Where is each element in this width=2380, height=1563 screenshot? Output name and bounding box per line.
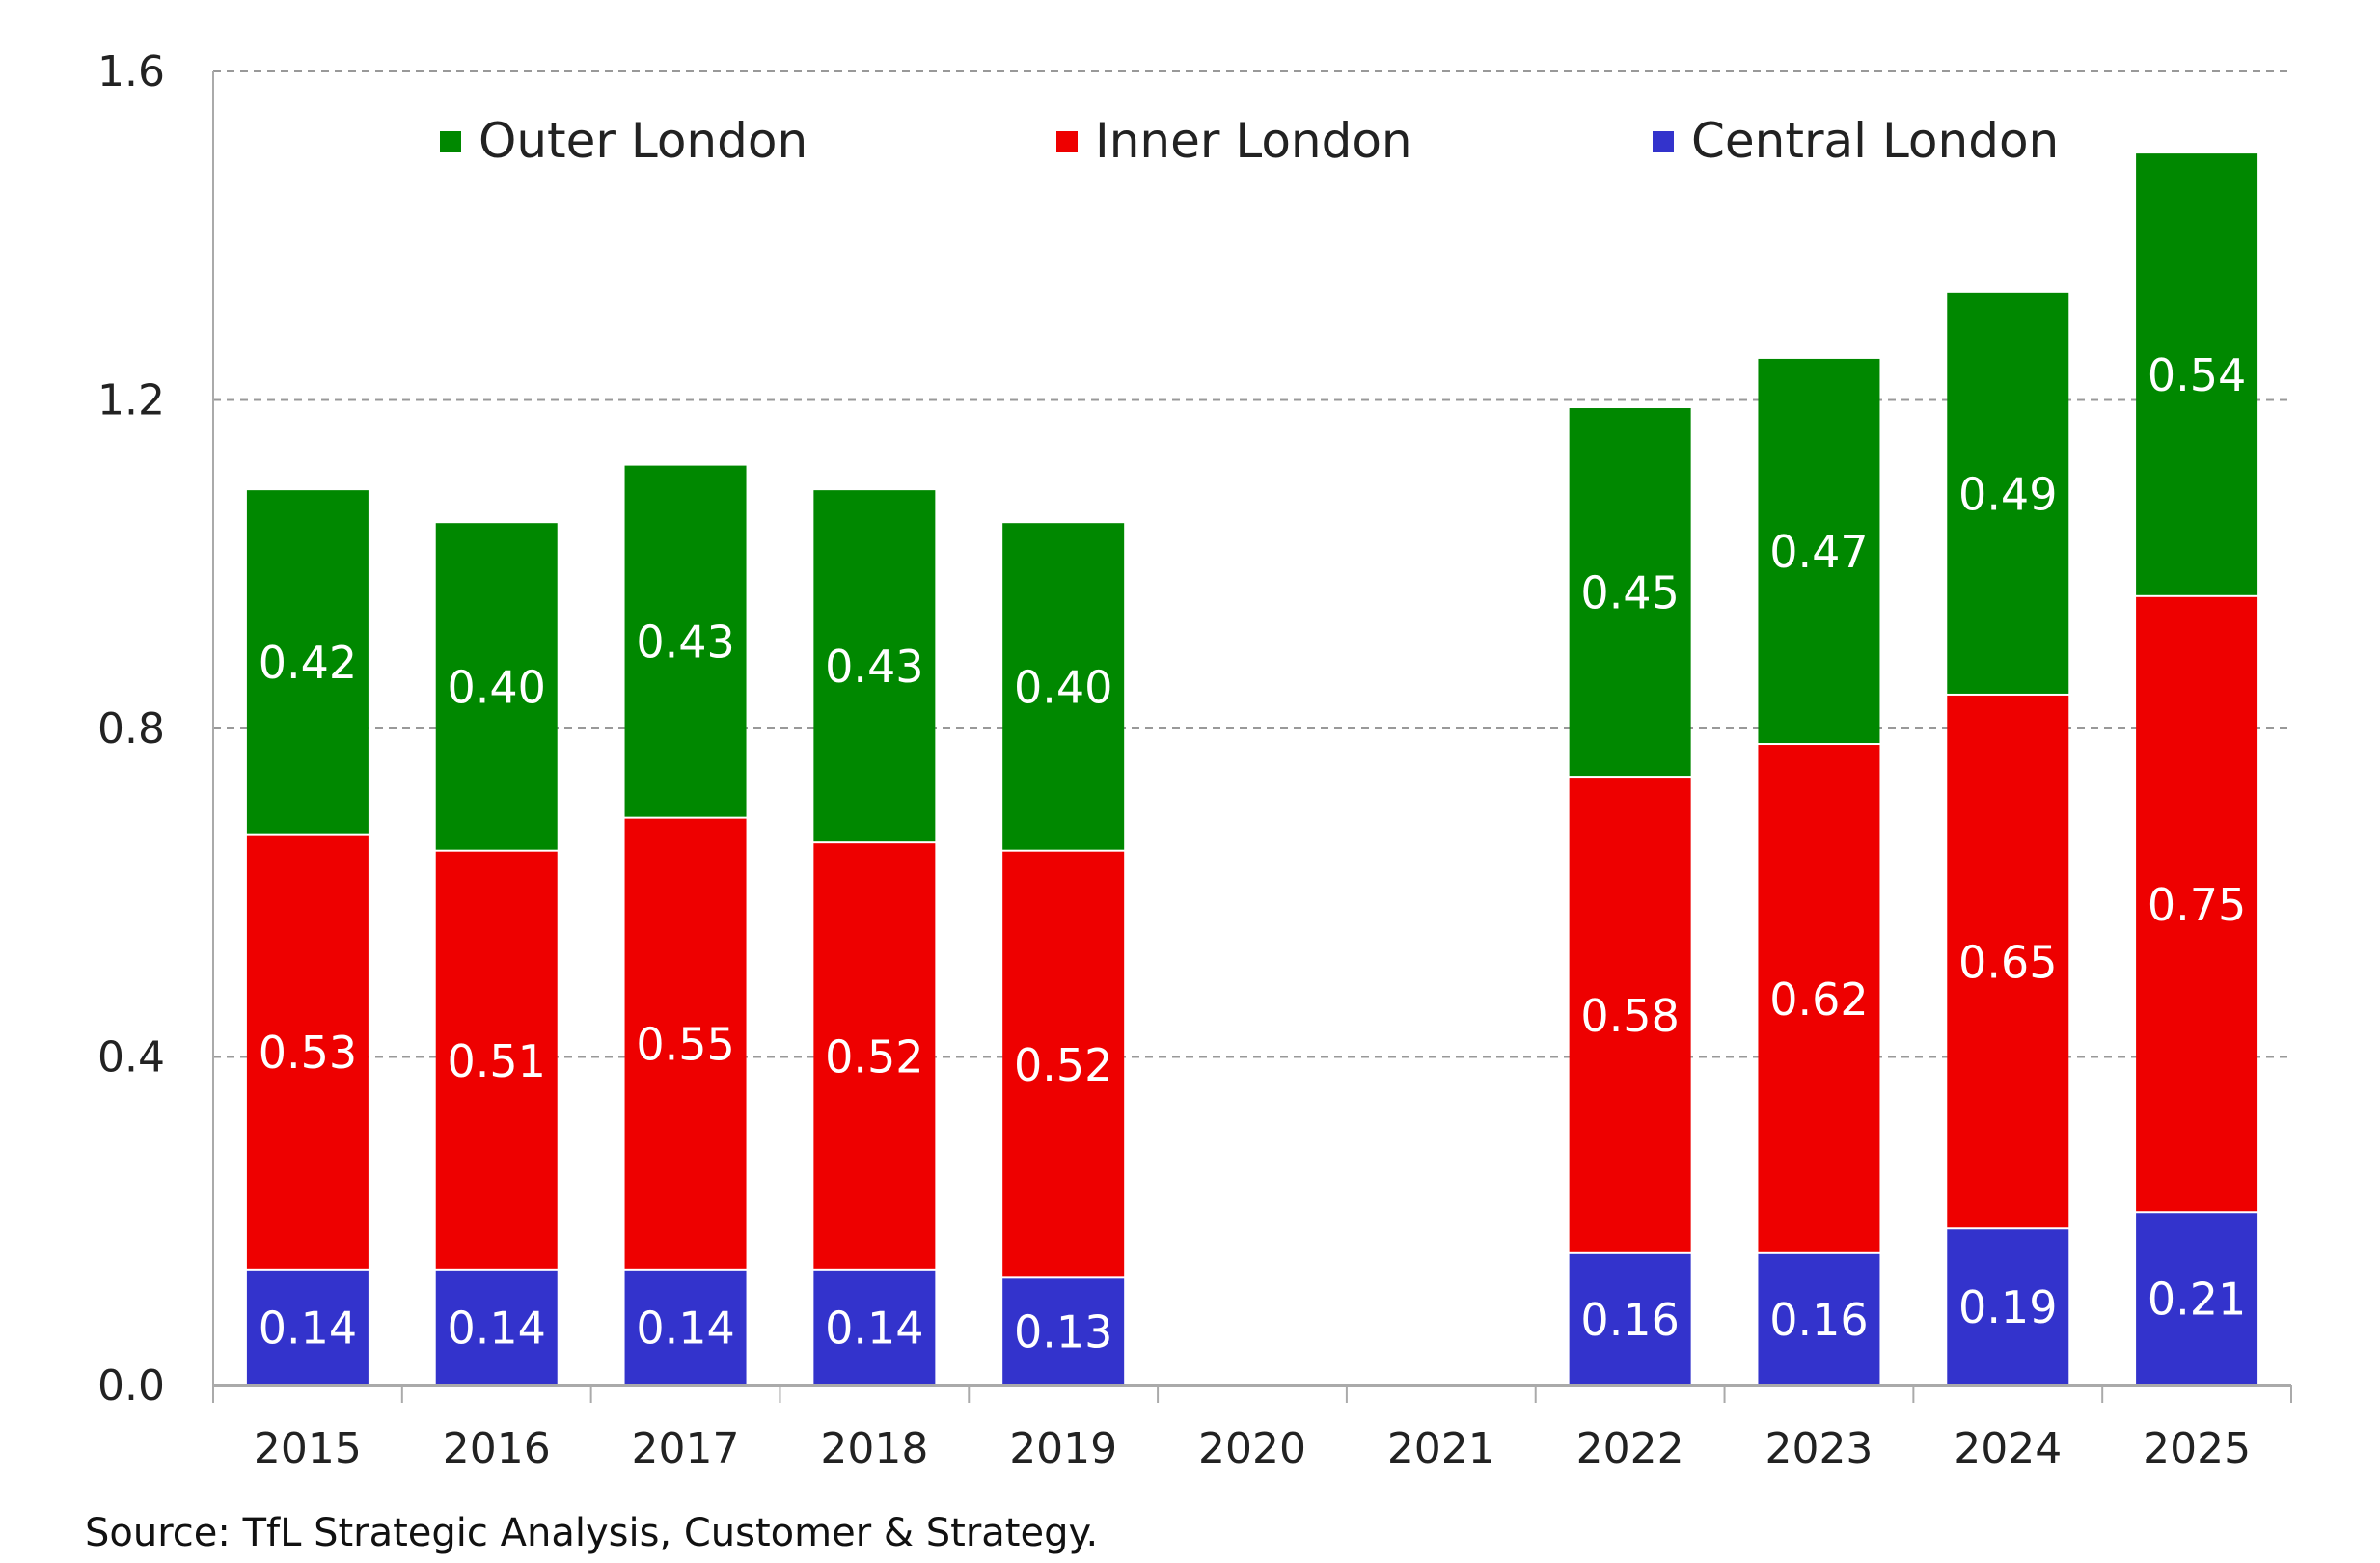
- bar-segment-central-london: [813, 1270, 936, 1384]
- data-label: 0.16: [1769, 1294, 1868, 1346]
- legend-entry: Outer London: [479, 113, 807, 169]
- bar-segment-central-london: [435, 1270, 558, 1384]
- bar-segment-outer-london: [1758, 358, 1880, 744]
- bar-segment-central-london: [1947, 1229, 2069, 1384]
- data-label: 0.14: [448, 1302, 546, 1354]
- bar-segment-outer-london: [435, 523, 558, 850]
- data-label: 0.21: [2147, 1274, 2246, 1326]
- bar-segment-inner-london: [1947, 695, 2069, 1228]
- bar-segment-inner-london: [435, 851, 558, 1269]
- legend-swatch: [1653, 131, 1674, 152]
- y-tick-label: 0.8: [97, 704, 165, 754]
- data-label: 0.16: [1580, 1294, 1679, 1346]
- x-tick-label: 2022: [1576, 1424, 1684, 1473]
- bar-segment-outer-london: [813, 490, 936, 842]
- data-label: 0.65: [1958, 937, 2057, 989]
- bar-segment-inner-london: [1002, 851, 1125, 1277]
- legend-swatch: [440, 131, 461, 152]
- x-tick-label: 2015: [254, 1424, 362, 1473]
- data-label: 0.43: [825, 641, 923, 693]
- data-label: 0.47: [1769, 526, 1868, 578]
- bar-segment-central-london: [1569, 1253, 1691, 1384]
- x-tick-label: 2023: [1764, 1424, 1873, 1473]
- data-label: 0.75: [2147, 879, 2246, 931]
- y-tick-label: 1.2: [97, 376, 165, 425]
- data-label: 0.55: [636, 1019, 734, 1071]
- bar-segment-central-london: [624, 1270, 747, 1384]
- y-tick-label: 0.0: [97, 1361, 165, 1411]
- data-label: 0.45: [1580, 567, 1679, 619]
- bar-segment-inner-london: [813, 843, 936, 1269]
- data-label: 0.40: [1014, 661, 1112, 713]
- x-tick-label: 2025: [2143, 1424, 2251, 1473]
- bar-segment-inner-london: [246, 835, 369, 1269]
- bar-segment-central-london: [1758, 1253, 1880, 1384]
- data-label: 0.53: [259, 1027, 357, 1079]
- y-tick-label: 1.6: [97, 47, 165, 96]
- data-label: 0.19: [1958, 1281, 2057, 1333]
- source-note: Source: TfL Strategic Analysis, Customer…: [85, 1511, 1099, 1555]
- bar-segment-inner-london: [1569, 778, 1691, 1252]
- bar-segment-outer-london: [1002, 523, 1125, 850]
- data-label: 0.40: [448, 661, 546, 713]
- bar-segment-inner-london: [624, 818, 747, 1269]
- bar-segment-inner-london: [2136, 596, 2258, 1212]
- data-label: 0.14: [825, 1302, 923, 1354]
- bar-segment-outer-london: [1947, 292, 2069, 694]
- data-label: 0.54: [2147, 349, 2246, 401]
- legend-entry: Central London: [1691, 113, 2059, 169]
- data-label: 0.42: [259, 637, 357, 689]
- bar-segment-outer-london: [624, 465, 747, 817]
- bar-segment-outer-london: [1569, 408, 1691, 777]
- data-label: 0.14: [259, 1302, 357, 1354]
- bar-segment-outer-london: [2136, 153, 2258, 595]
- bar-segment-central-london: [246, 1270, 369, 1384]
- x-tick-label: 2019: [1009, 1424, 1117, 1473]
- x-tick-label: 2024: [1954, 1424, 2062, 1473]
- x-tick-label: 2018: [820, 1424, 928, 1473]
- x-tick-label: 2017: [632, 1424, 740, 1473]
- data-label: 0.51: [448, 1035, 546, 1087]
- bar-segment-central-london: [1002, 1278, 1125, 1384]
- x-tick-label: 2020: [1198, 1424, 1306, 1473]
- data-label: 0.49: [1958, 468, 2057, 520]
- data-label: 0.58: [1580, 990, 1679, 1042]
- bar-segment-outer-london: [246, 490, 369, 834]
- legend-entry: Inner London: [1095, 113, 1412, 169]
- data-label: 0.43: [636, 617, 734, 669]
- bar-segment-central-london: [2136, 1213, 2258, 1384]
- data-label: 0.52: [825, 1031, 923, 1083]
- x-tick-label: 2021: [1387, 1424, 1495, 1473]
- y-tick-label: 0.4: [97, 1033, 165, 1083]
- data-label: 0.62: [1769, 973, 1868, 1026]
- x-tick-label: 2016: [443, 1424, 551, 1473]
- legend-swatch: [1056, 131, 1078, 152]
- data-label: 0.14: [636, 1302, 734, 1354]
- bar-segment-inner-london: [1758, 745, 1880, 1252]
- data-label: 0.13: [1014, 1306, 1112, 1358]
- data-label: 0.52: [1014, 1039, 1112, 1091]
